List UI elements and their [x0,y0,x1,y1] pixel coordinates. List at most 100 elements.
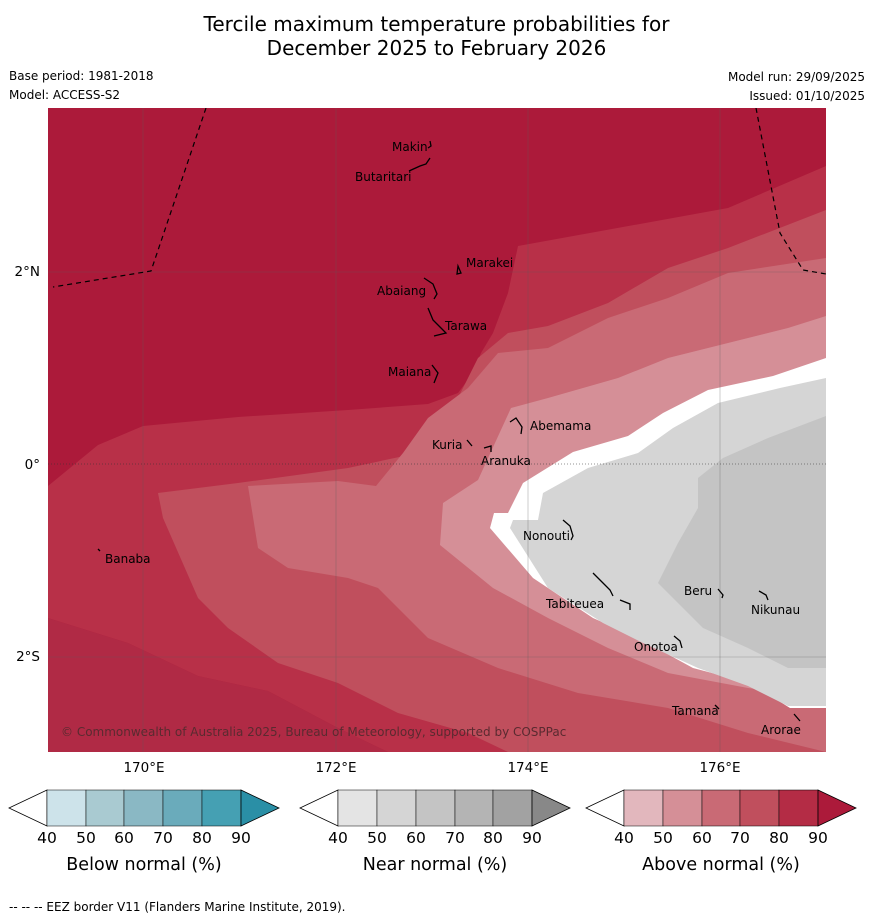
cb-above-upper-extend [817,789,857,827]
label-nikunau: Nikunau [751,603,801,617]
colorbar-near-normal [299,789,571,827]
island-tabiteuea-north [592,572,614,597]
title-line-1: Tercile maximum temperature probabilitie… [203,12,670,36]
island-kuria [466,439,473,447]
island-tabiteuea-south [619,599,631,610]
model-name: Model: ACCESS-S2 [9,88,121,102]
island-beru [717,588,724,599]
cb-near-bin-1 [337,789,378,827]
lon-label-174E: 174°E [507,760,549,776]
label-arorae: Arorae [761,723,801,737]
island-outlines [97,140,801,722]
cb-near-bin-2 [376,789,417,827]
cb-near-upper-extend [531,789,571,827]
label-butaritari: Butaritari [355,170,412,184]
cb-below-bin-5 [201,789,242,827]
colorbar-above-normal [585,789,857,827]
island-nonouti [562,519,574,541]
label-banaba: Banaba [105,552,151,566]
copyright-notice: © Commonwealth of Australia 2025, Bureau… [61,725,567,739]
cb-above-tick-40: 40 [614,829,634,847]
lon-label-172E: 172°E [315,760,357,776]
island-abemama [509,417,523,435]
eez-border-west [52,108,207,288]
band-near-60 [658,416,826,668]
cb-below-tick-60: 60 [114,829,134,847]
label-abemama: Abemama [530,419,592,433]
cb-below-title: Below normal (%) [66,855,222,875]
cb-below-bin-2 [85,789,125,827]
lon-label-170E: 170°E [123,760,165,776]
cb-above-bin-3 [701,789,741,827]
cb-near-tick-80: 80 [483,829,503,847]
model-run: Model run: 29/09/2025 [727,70,865,84]
lon-label-176E: 176°E [699,760,741,776]
label-abaiang: Abaiang [377,284,427,298]
label-tabiteuea: Tabiteuea [546,597,605,611]
label-makin: Makin [392,140,428,154]
cb-above-tick-90: 90 [808,829,828,847]
label-maiana: Maiana [388,365,432,379]
cb-near-bin-3 [415,789,456,827]
cb-above-tick-70: 70 [730,829,750,847]
label-beru: Beru [684,584,713,598]
cb-below-upper-extend [240,789,280,827]
cb-below-tick-80: 80 [192,829,212,847]
label-nonouti: Nonouti [523,529,570,543]
cb-near-bin-4 [454,789,494,827]
cb-above-lower-extend [585,789,625,827]
label-tamana: Tamana [672,704,719,718]
band-above-80-south [48,618,388,752]
island-tarawa [427,307,448,337]
cb-near-bin-5 [492,789,533,827]
island-maiana [431,364,439,384]
island-abaiang [423,277,438,300]
cb-above-tick-80: 80 [769,829,789,847]
island-tamana [714,704,720,710]
cb-below-tick-70: 70 [153,829,173,847]
cb-above-bin-1 [623,789,664,827]
cb-near-tick-70: 70 [445,829,465,847]
colorbar-below-normal [8,789,280,827]
lat-label-2N: 2°N [14,264,40,280]
chart-title: Tercile maximum temperature probabilitie… [0,12,873,60]
eez-footnote: -- -- -- EEZ border V11 (Flanders Marine… [9,900,346,914]
island-nikunau [758,590,769,601]
cb-below-lower-extend [8,789,48,827]
cb-near-tick-60: 60 [406,829,426,847]
cb-above-bin-2 [662,789,703,827]
label-onotoa: Onotoa [634,640,678,654]
cb-near-lower-extend [299,789,339,827]
cb-below-tick-90: 90 [231,829,251,847]
lat-label-0: 0° [24,457,40,473]
label-marakei: Marakei [466,256,514,270]
cb-near-tick-50: 50 [367,829,387,847]
cb-below-tick-50: 50 [76,829,96,847]
cb-above-bin-4 [739,789,780,827]
cb-above-bin-5 [778,789,819,827]
island-arorae [793,713,801,722]
cb-near-tick-90: 90 [522,829,542,847]
cb-near-tick-40: 40 [328,829,348,847]
eez-border-east [755,108,826,275]
island-makin [427,140,432,149]
label-aranuka: Aranuka [481,454,531,468]
island-marakei [456,263,462,275]
cb-below-tick-40: 40 [37,829,57,847]
cb-above-title: Above normal (%) [642,855,800,875]
island-onotoa [673,635,683,649]
base-period: Base period: 1981-2018 [9,69,154,83]
island-butaritari [408,157,431,172]
island-banaba [97,548,101,552]
cb-near-title: Near normal (%) [362,855,508,875]
island-aranuka [483,445,492,452]
issued-date: Issued: 01/10/2025 [749,89,865,103]
cb-below-bin-1 [46,789,87,827]
label-kuria: Kuria [432,438,463,452]
lat-label-2S: 2°S [16,649,40,665]
colorbars-svg [8,789,857,827]
cb-below-bin-4 [162,789,203,827]
label-tarawa: Tarawa [445,319,488,333]
cb-above-tick-60: 60 [692,829,712,847]
map-canvas [48,108,826,752]
